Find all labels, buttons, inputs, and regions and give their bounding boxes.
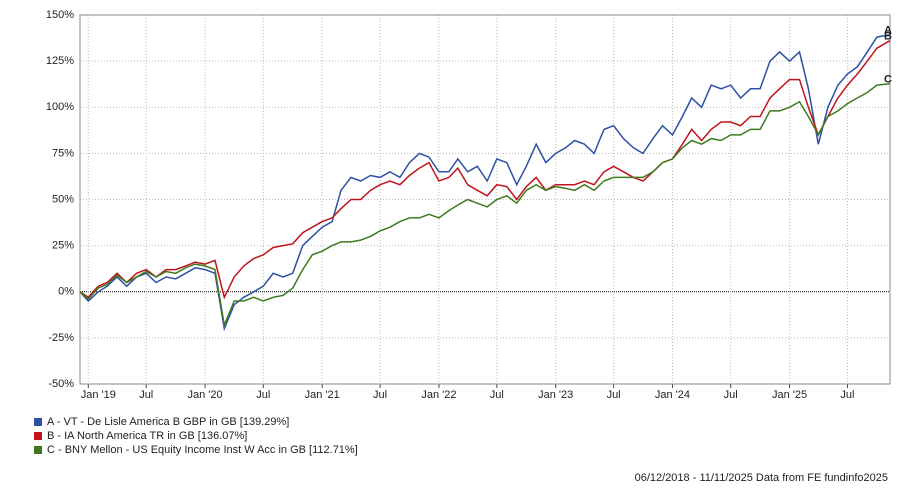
y-tick-label: 75% [52, 147, 74, 159]
y-tick-label: 25% [52, 240, 74, 252]
end-label: A [884, 25, 892, 37]
x-tick-label: Jan '25 [772, 389, 807, 401]
y-tick-label: 50% [52, 193, 74, 205]
y-tick-label: -50% [48, 378, 74, 390]
legend-swatch [34, 432, 42, 440]
y-tick-label: 100% [46, 101, 74, 113]
y-tick-label: 125% [46, 55, 74, 67]
x-tick-label: Jan '19 [81, 389, 116, 401]
series-line [79, 40, 891, 300]
x-tick-label: Jan '23 [538, 389, 573, 401]
legend-label: A - VT - De Lisle America B GBP in GB [1… [47, 416, 289, 428]
legend-label: B - IA North America TR in GB [136.07%] [47, 430, 247, 442]
plot-frame [79, 14, 891, 385]
legend-label: C - BNY Mellon - US Equity Income Inst W… [47, 444, 358, 456]
x-tick-label: Jan '24 [655, 389, 690, 401]
x-tick-label: Jul [373, 389, 387, 401]
end-label: C [884, 74, 892, 86]
y-tick-label: 0% [58, 286, 74, 298]
x-tick-label: Jul [840, 389, 854, 401]
x-tick-label: Jul [256, 389, 270, 401]
series-line [79, 34, 891, 332]
end-label: B [884, 31, 892, 43]
x-tick-label: Jul [724, 389, 738, 401]
source: 06/12/2018 - 11/11/2025 Data from FE fun… [635, 472, 888, 484]
x-tick-label: Jul [139, 389, 153, 401]
x-tick-label: Jan '22 [421, 389, 456, 401]
x-tick-label: Jan '21 [305, 389, 340, 401]
y-tick-label: -25% [48, 332, 74, 344]
x-tick-label: Jan '20 [188, 389, 223, 401]
x-tick-label: Jul [607, 389, 621, 401]
series-line [79, 83, 891, 328]
legend-swatch [34, 418, 42, 426]
legend-swatch [34, 446, 42, 454]
y-tick-label: 150% [46, 9, 74, 21]
x-tick-label: Jul [490, 389, 504, 401]
